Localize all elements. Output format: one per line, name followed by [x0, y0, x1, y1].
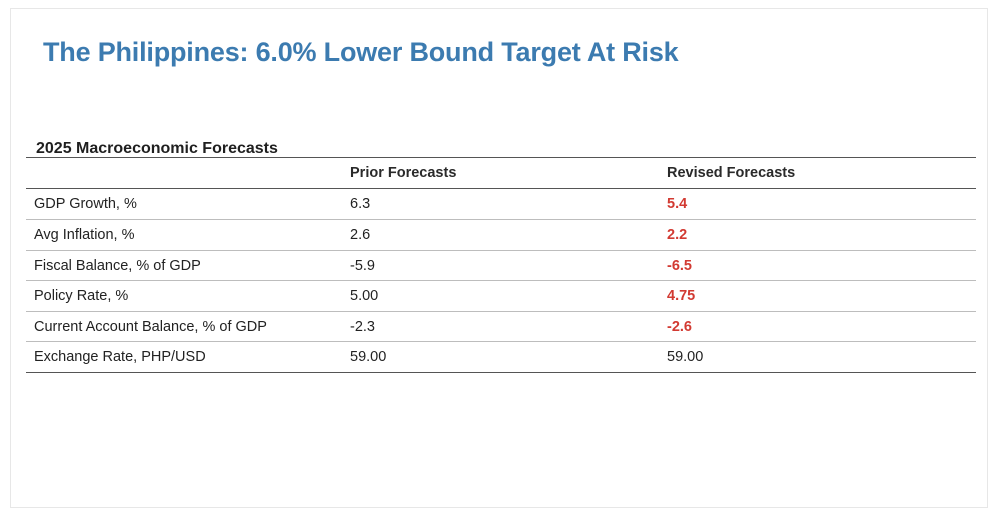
- revised-value: 4.75: [667, 288, 696, 304]
- table-row: Current Account Balance, % of GDP -2.3 -…: [26, 310, 976, 342]
- table-row: Policy Rate, % 5.00 4.75: [26, 280, 976, 311]
- table-row: Avg Inflation, % 2.6 2.2: [26, 219, 976, 250]
- revised-value: 5.4: [667, 195, 688, 212]
- prior-value: 6.3: [350, 195, 371, 212]
- page-title: The Philippines: 6.0% Lower Bound Target…: [43, 37, 679, 67]
- row-label: Current Account Balance, % of GDP: [34, 318, 267, 335]
- row-label: GDP Growth, %: [34, 195, 137, 212]
- table-row: Fiscal Balance, % of GDP -5.9 -6.5: [26, 249, 976, 281]
- row-label: Exchange Rate, PHP/USD: [34, 349, 206, 365]
- revised-value: 59.00: [667, 349, 704, 365]
- revised-value: -6.5: [667, 257, 692, 274]
- revised-value: -2.6: [667, 318, 692, 335]
- row-label: Avg Inflation, %: [34, 227, 135, 243]
- header-prior-forecasts: Prior Forecasts: [350, 165, 457, 181]
- table-header-row: Prior Forecasts Revised Forecasts: [26, 158, 976, 189]
- table-title: 2025 Macroeconomic Forecasts: [36, 140, 278, 157]
- header-revised-forecasts: Revised Forecasts: [667, 165, 796, 181]
- row-label: Policy Rate, %: [34, 288, 129, 304]
- forecast-table: Prior Forecasts Revised Forecasts GDP Gr…: [26, 157, 976, 373]
- revised-value: 2.2: [667, 227, 688, 243]
- prior-value: 59.00: [350, 349, 387, 365]
- prior-value: -2.3: [350, 318, 375, 335]
- table-row: GDP Growth, % 6.3 5.4: [26, 189, 976, 220]
- prior-value: 5.00: [350, 288, 379, 304]
- row-label: Fiscal Balance, % of GDP: [34, 257, 201, 274]
- table-row: Exchange Rate, PHP/USD 59.00 59.00: [26, 341, 976, 372]
- content-card: The Philippines: 6.0% Lower Bound Target…: [10, 8, 988, 508]
- prior-value: 2.6: [350, 227, 371, 243]
- prior-value: -5.9: [350, 257, 375, 274]
